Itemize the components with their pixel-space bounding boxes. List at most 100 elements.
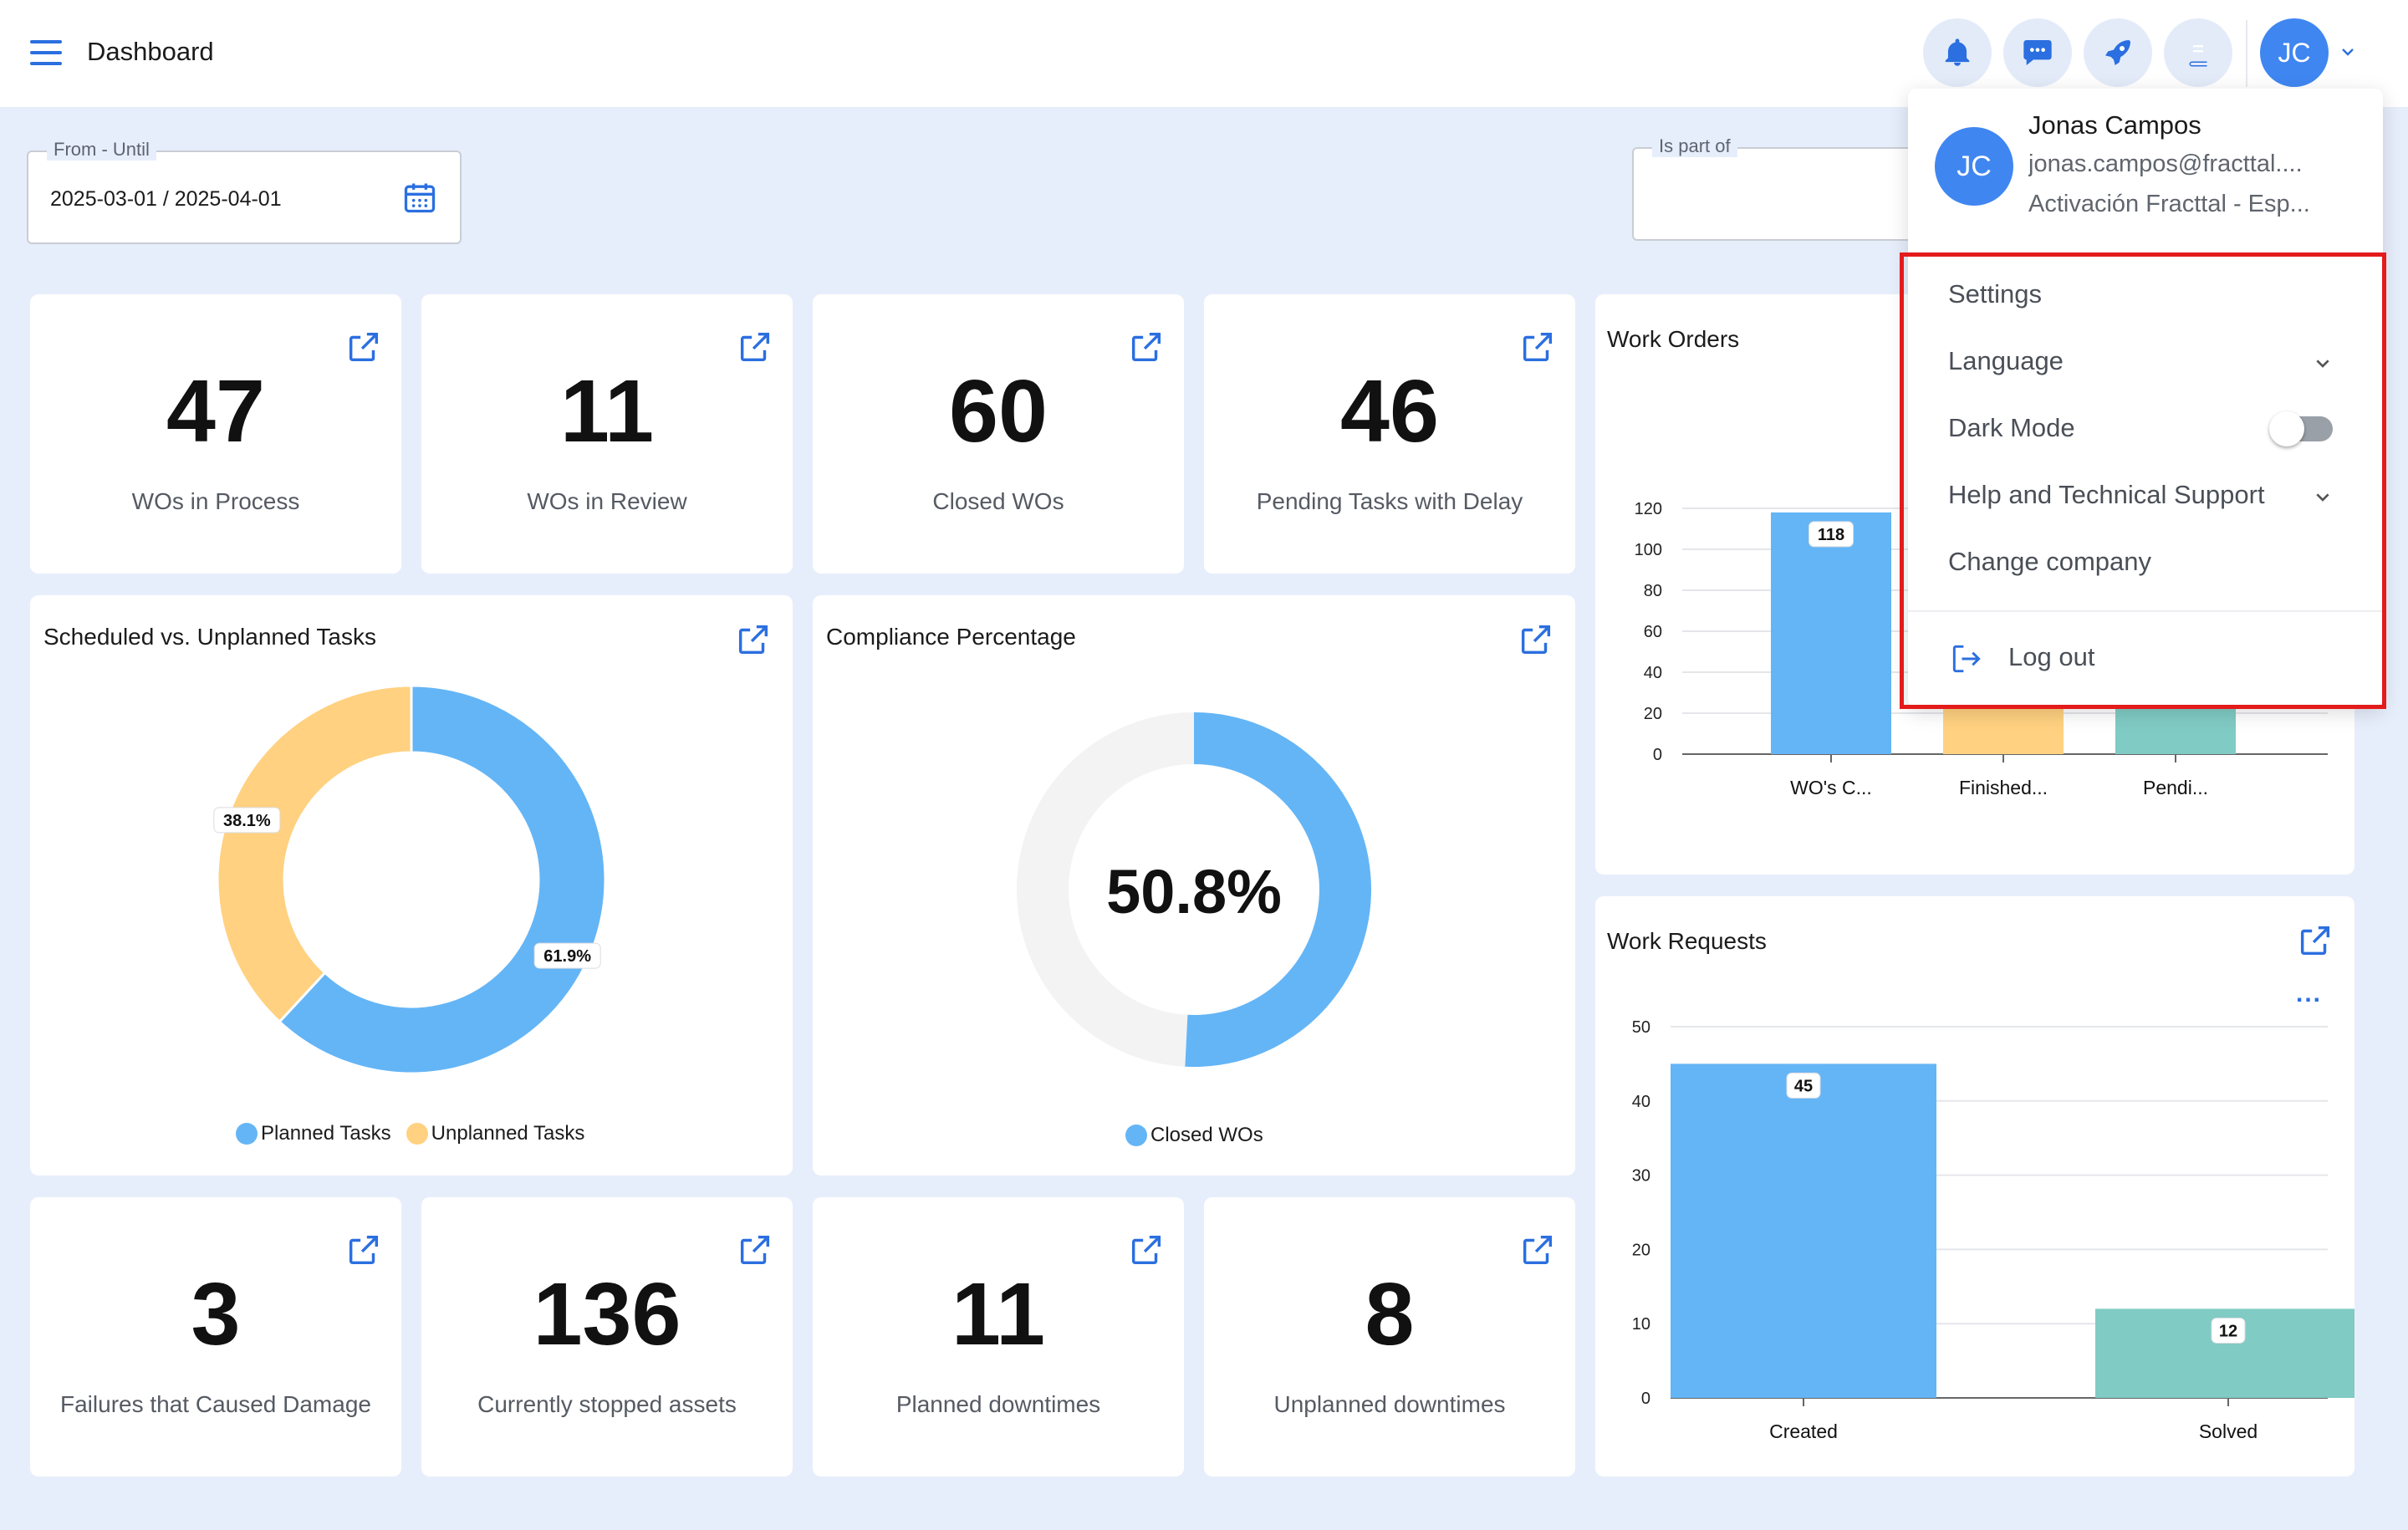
donut-slice [1185,712,1371,1067]
logout-icon[interactable] [1948,640,1985,677]
user-email: jonas.campos@fracttal.... [2028,150,2303,177]
scheduled-vs-unplanned-card: Scheduled vs. Unplanned Tasks 61.9% 38.1%… [30,595,793,1176]
work-requests-chart: 0 10 20 30 40 50 Created 45 Solved 12 [1632,1018,2354,1442]
y-tick-label: 50 [1632,1018,1650,1037]
dark-mode-toggle[interactable] [2269,411,2333,446]
legend-swatch [406,1123,428,1145]
y-tick-label: 100 [1635,541,1662,559]
menu-avatar: JC [1935,127,2013,206]
data-label: 38.1% [223,812,271,830]
legend-label: Planned Tasks [261,1122,391,1145]
external-link-icon[interactable] [2296,921,2334,960]
kpi-value: 46 [1340,362,1439,461]
y-tick-label: 10 [1632,1315,1650,1334]
data-label: 61.9% [543,947,591,966]
user-company: Activación Fracttal - Esp... [2028,191,2310,217]
y-tick-label: 30 [1632,1167,1650,1186]
external-link-icon[interactable] [1518,1231,1557,1269]
menu-icon[interactable] [30,40,62,67]
calendar-icon[interactable] [401,179,438,216]
kpi-value: 60 [949,362,1048,461]
data-label: 45 [1794,1077,1813,1095]
data-label: 118 [1818,526,1844,544]
user-avatar-button[interactable]: JC [2260,18,2329,87]
bell-icon [1945,38,1970,66]
legend-label: Closed WOs [1150,1124,1263,1146]
data-label-bg [213,807,281,834]
menu-item-logout[interactable]: Log out [2008,642,2095,671]
y-tick-label: 20 [1644,705,1662,723]
data-label-bg [2211,1317,2246,1344]
kpi-card-closed-wos: 60 Closed WOs [813,294,1184,574]
menu-divider [1908,610,2383,612]
bar [1771,512,1891,754]
external-link-icon[interactable] [344,1231,383,1269]
kpi-card-stopped-assets: 136 Currently stopped assets [421,1197,793,1476]
external-link-icon[interactable] [736,328,774,366]
menu-item-help[interactable]: Help and Technical Support [1948,480,2265,509]
chat-button[interactable] [2003,18,2072,87]
external-link-icon[interactable] [1517,620,1555,659]
external-link-icon[interactable] [736,1231,774,1269]
notifications-button[interactable] [1923,18,1992,87]
data-label-bg [1786,1072,1821,1099]
chart-legend: Planned Tasks Unplanned Tasks [236,1122,584,1145]
x-tick-label: Created [1769,1420,1838,1442]
y-tick-label: 0 [1653,746,1662,764]
more-options-button[interactable]: ... [2296,980,2323,1007]
kpi-card-pending-tasks-delay: 46 Pending Tasks with Delay [1204,294,1575,574]
y-tick-label: 40 [1632,1093,1650,1111]
y-tick-label: 60 [1644,623,1662,641]
kpi-label: Currently stopped assets [477,1391,737,1417]
toggle-knob [2269,411,2304,446]
menu-item-language[interactable]: Language [1948,346,2064,375]
card-title: Work Requests [1607,928,1767,954]
x-tick-label: Pendi... [2143,777,2208,798]
card-title: Work Orders [1607,326,1740,352]
page-title: Dashboard [87,37,214,66]
rocket-button[interactable] [2084,18,2152,87]
legend-swatch [236,1123,258,1145]
compliance-percentage-card: Compliance Percentage 50.8% Closed WOs [813,595,1575,1176]
menu-item-dark-mode: Dark Mode [1948,413,2075,442]
is-part-of-label: Is part of [1652,135,1737,157]
scheduled-vs-unplanned-chart: 61.9% 38.1% [213,684,607,1075]
x-tick-label: WO's C... [1790,777,1872,798]
external-link-icon[interactable] [1127,328,1166,366]
kpi-label: Closed WOs [932,488,1064,514]
chat-icon [2023,40,2052,65]
external-link-icon[interactable] [1127,1231,1166,1269]
kpi-label: Pending Tasks with Delay [1256,488,1523,514]
kpi-value: 11 [559,362,655,461]
chevron-down-icon[interactable] [2338,42,2358,62]
data-label: 12 [2219,1322,2237,1340]
date-range-field[interactable]: From - Until 2025-03-01 / 2025-04-01 [27,139,462,244]
chevron-down-icon[interactable] [2309,483,2336,510]
date-range-value: 2025-03-01 / 2025-04-01 [50,187,282,211]
chevron-down-icon[interactable] [2309,349,2336,376]
chart-legend: Closed WOs [1125,1124,1263,1147]
menu-item-change-company[interactable]: Change company [1948,547,2151,576]
external-link-icon[interactable] [734,620,773,659]
kpi-value: 8 [1365,1265,1415,1364]
external-link-icon[interactable] [344,328,383,366]
external-link-icon[interactable] [1518,328,1557,366]
kpi-card-wos-in-process: 47 WOs in Process [30,294,401,574]
kpi-card-unplanned-downtimes: 8 Unplanned downtimes [1204,1197,1575,1476]
card-title: Scheduled vs. Unplanned Tasks [43,624,376,650]
divider [2246,20,2247,87]
is-part-of-field[interactable]: Is part of [1632,135,1916,241]
y-tick-label: 120 [1635,500,1662,518]
card-title: Compliance Percentage [826,624,1076,650]
kpi-label: Unplanned downtimes [1273,1391,1506,1417]
book-icon [2189,40,2207,67]
menu-item-settings[interactable]: Settings [1948,279,2043,309]
highlight-annotation [1900,252,2386,709]
y-tick-label: 0 [1641,1390,1650,1408]
docs-button[interactable] [2164,18,2232,87]
work-requests-card: Work Requests ... 0 10 20 30 40 50 Created 45 So… [1595,896,2354,1476]
kpi-card-planned-downtimes: 11 Planned downtimes [813,1197,1184,1476]
bar [1671,1063,1936,1398]
kpi-label: Planned downtimes [895,1391,1101,1417]
data-label-bg [533,942,601,969]
